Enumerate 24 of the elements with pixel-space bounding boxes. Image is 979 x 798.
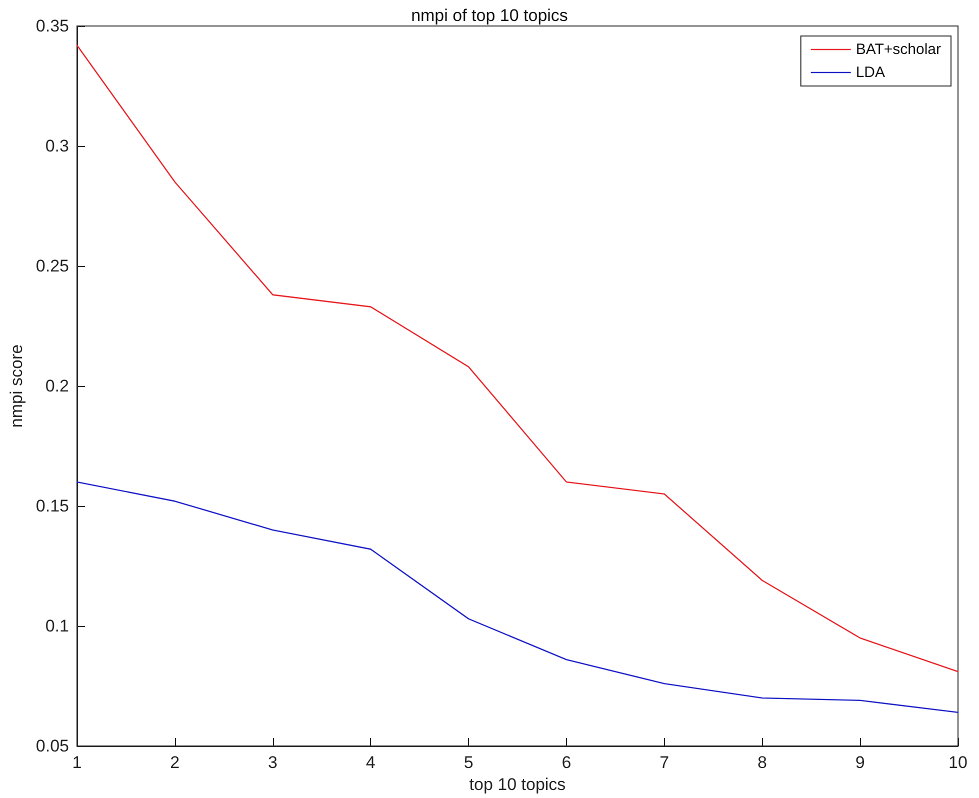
x-tick-label: 5: [464, 753, 474, 772]
x-tick-label: 4: [366, 753, 376, 772]
x-tick-label: 1: [72, 753, 82, 772]
x-tick-label: 9: [855, 753, 865, 772]
y-tick-label: 0.15: [36, 496, 69, 516]
y-tick-label: 0.35: [36, 16, 69, 36]
y-tick-label: 0.1: [45, 616, 69, 636]
x-tick-label: 8: [757, 753, 767, 772]
x-tick-label: 3: [268, 753, 278, 772]
y-tick-label: 0.2: [45, 376, 69, 396]
x-tick-label: 10: [948, 753, 968, 772]
chart-title: nmpi of top 10 topics: [411, 6, 568, 25]
y-tick-label: 0.3: [45, 136, 69, 156]
legend-label: LDA: [856, 64, 886, 81]
line-series: [76, 44, 959, 672]
x-tick-label: 2: [170, 753, 180, 772]
x-axis-title: top 10 topics: [469, 775, 566, 794]
legend-label: BAT+scholar: [856, 41, 942, 58]
line-series: [76, 481, 959, 714]
x-tick-label: 6: [562, 753, 572, 772]
x-tick-label: 7: [660, 753, 670, 772]
y-tick-label: 0.25: [36, 256, 69, 276]
y-axis-title: nmpi score: [7, 344, 26, 428]
y-tick-label: 0.05: [36, 736, 69, 756]
